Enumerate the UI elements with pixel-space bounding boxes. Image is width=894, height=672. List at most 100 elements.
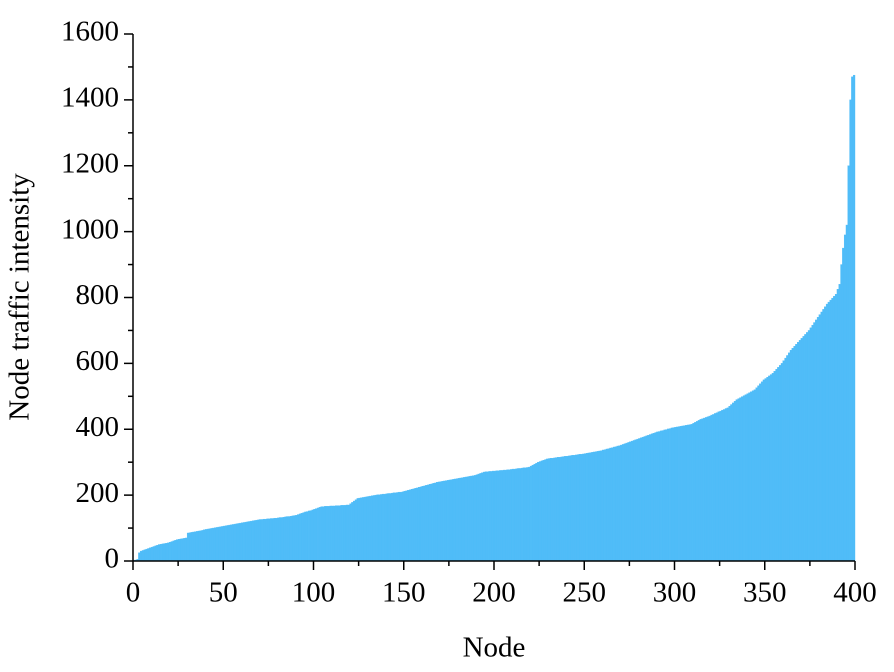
- bar: [241, 522, 244, 562]
- bar: [244, 521, 247, 562]
- bar: [408, 489, 412, 562]
- bar: [260, 519, 264, 562]
- bar: [593, 451, 596, 562]
- bar: [845, 224, 848, 562]
- bar: [362, 497, 365, 562]
- bar: [423, 485, 426, 562]
- bar: [755, 387, 758, 562]
- bar: [416, 487, 419, 562]
- x-tick-label: 150: [382, 577, 426, 609]
- bar: [165, 543, 168, 562]
- bar: [459, 477, 462, 562]
- x-axis-label: Node: [463, 632, 526, 664]
- bar: [825, 303, 829, 562]
- bar: [481, 472, 484, 562]
- bar: [793, 346, 796, 562]
- bar: [728, 405, 731, 562]
- bar: [528, 466, 531, 562]
- bar: [345, 504, 348, 562]
- bar: [685, 425, 688, 562]
- bar: [511, 468, 515, 562]
- bar: [235, 523, 238, 562]
- bar: [275, 517, 278, 562]
- bar: [199, 530, 202, 562]
- bar: [475, 474, 478, 562]
- bar: [769, 374, 773, 562]
- bar: [219, 526, 222, 562]
- bar: [371, 495, 374, 562]
- bar: [677, 426, 681, 562]
- x-tick-label: 100: [292, 577, 336, 609]
- bar: [840, 264, 843, 562]
- bar: [186, 532, 190, 562]
- bar: [834, 294, 838, 562]
- bar: [266, 518, 269, 562]
- bar: [650, 433, 654, 562]
- bar: [295, 515, 298, 562]
- bar: [495, 470, 498, 562]
- bar: [811, 324, 814, 562]
- bar: [372, 495, 376, 562]
- bar: [542, 460, 545, 562]
- bar: [466, 476, 469, 562]
- bar: [665, 429, 668, 562]
- bar: [300, 513, 303, 562]
- bar: [719, 410, 722, 562]
- bar: [156, 544, 159, 562]
- bar: [529, 465, 533, 562]
- bar: [356, 498, 359, 562]
- bar: [349, 503, 352, 562]
- bar: [398, 491, 401, 562]
- bar: [641, 436, 645, 562]
- x-tick-label: 200: [472, 577, 516, 609]
- bar: [609, 447, 612, 562]
- bar: [340, 505, 343, 562]
- bar: [571, 455, 574, 562]
- bar: [203, 529, 206, 562]
- bar: [358, 497, 361, 562]
- bar: [806, 332, 809, 562]
- bar: [531, 464, 534, 562]
- bar: [504, 469, 507, 562]
- bar: [506, 469, 509, 562]
- bar: [414, 488, 417, 562]
- bar: [385, 493, 388, 562]
- bar: [587, 452, 590, 562]
- bar: [789, 350, 793, 562]
- bar: [488, 471, 491, 562]
- bar: [778, 365, 782, 562]
- bar: [284, 516, 287, 562]
- bar: [463, 477, 466, 562]
- bar: [773, 371, 776, 562]
- bar: [307, 510, 311, 562]
- bar: [760, 381, 764, 562]
- bar: [210, 528, 213, 562]
- bar: [751, 390, 755, 562]
- bar: [439, 481, 442, 562]
- bar: [374, 494, 377, 562]
- y-tick-label: 400: [76, 411, 120, 443]
- bar: [567, 455, 571, 562]
- bar: [269, 518, 273, 562]
- bar: [591, 452, 594, 562]
- bar: [741, 396, 744, 562]
- bar: [230, 524, 233, 562]
- bar: [163, 543, 166, 562]
- bar: [401, 491, 404, 562]
- bar: [634, 439, 637, 562]
- bar: [311, 509, 314, 562]
- bar: [454, 478, 457, 562]
- bar: [434, 482, 437, 562]
- bar: [706, 416, 709, 562]
- bar: [259, 519, 262, 562]
- bar: [253, 520, 256, 562]
- bar: [268, 518, 271, 562]
- bar: [257, 519, 260, 562]
- bar: [455, 478, 459, 562]
- bar: [621, 444, 625, 562]
- bar: [535, 462, 538, 562]
- bar: [522, 467, 525, 562]
- bar: [246, 521, 249, 562]
- bar: [141, 550, 145, 562]
